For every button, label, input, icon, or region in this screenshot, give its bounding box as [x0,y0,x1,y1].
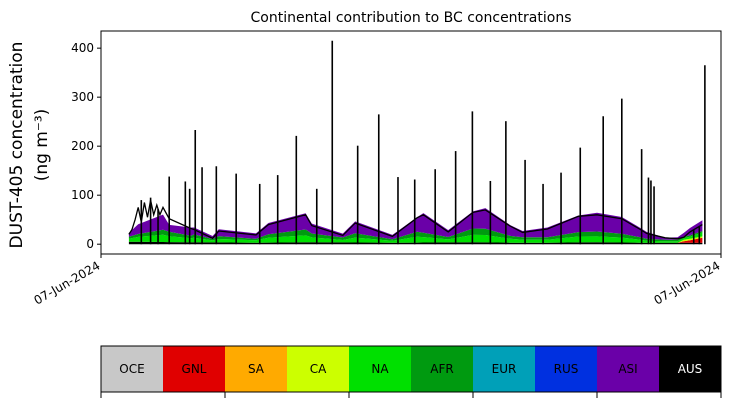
colorbar-label-aus: AUS [678,362,703,376]
colorbar-cell-eur [473,346,536,392]
y-axis: 0 100 200 300 400 [71,41,101,251]
colorbar-label-gnl: GNL [182,362,207,376]
y-tick-label-400: 400 [71,41,94,55]
colorbar-cell-gnl [163,346,226,392]
colorbar-frame [100,345,722,393]
area-afr [128,228,703,242]
y-tick-label-100: 100 [71,188,94,202]
y-tick-label-0: 0 [86,237,94,251]
colorbar-cell-aus [659,346,722,392]
colorbar-cell-afr [411,346,474,392]
y-axis-label: DUST-405 concentration (ng m⁻³) [7,42,52,249]
colorbar-cell-ca [287,346,350,392]
y-axis-label-line2: (ng m⁻³) [32,109,52,182]
colorbar-label-na: NA [371,362,389,376]
colorbar-cell-na [349,346,412,392]
colorbar-label-afr: AFR [430,362,453,376]
plot-area [128,40,706,245]
colorbar-cell-sa [225,346,288,392]
y-tick-label-300: 300 [71,90,94,104]
colorbar-label-eur: EUR [492,362,517,376]
area-na [128,232,703,243]
x-tick-label-2: 07-Jun-2024 [652,258,723,307]
colorbar-label-sa: SA [248,362,265,376]
area-asi [128,208,703,240]
colorbar-label-rus: RUS [554,362,579,376]
x-axis: 07-Jun-2024 07-Jun-2024 [32,254,723,308]
x-tick-label-1: 07-Jun-2024 [32,258,103,307]
colorbar-label-ca: CA [310,362,327,376]
area-aus [128,241,703,245]
colorbar-cell-oce [101,346,164,392]
colorbar-label-oce: OCE [119,362,144,376]
spikes [140,40,706,245]
y-axis-label-line1: DUST-405 concentration [7,42,27,249]
colorbar: OCE GNL SA CA NA AFR EUR RUS ASI AUS [100,345,722,398]
chart-title: Continental contribution to BC concentra… [250,10,571,26]
colorbar-cell-asi [597,346,660,392]
y-tick-label-200: 200 [71,139,94,153]
plot-frame [100,30,722,255]
colorbar-cell-rus [535,346,598,392]
colorbar-label-asi: ASI [618,362,637,376]
